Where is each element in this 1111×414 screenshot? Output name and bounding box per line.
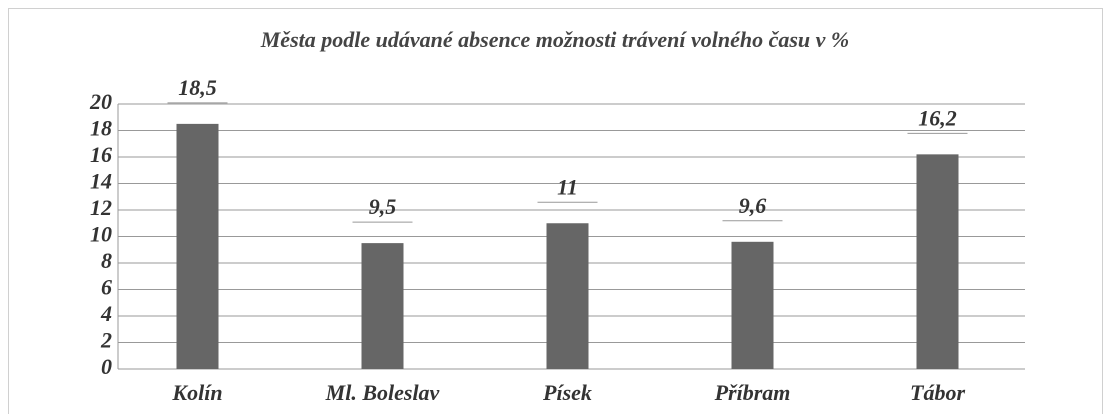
y-tick-label: 4 [100,301,112,326]
value-label: 18,5 [178,75,217,100]
x-tick-label: Příbram [714,380,791,405]
bar [361,243,404,369]
value-label: 9,6 [739,193,767,218]
y-tick-label: 12 [90,195,112,220]
y-tick-label: 18 [90,116,112,141]
chart-title: Města podle udávané absence možnosti trá… [260,27,849,52]
value-label: 9,5 [369,194,397,219]
y-tick-label: 10 [90,222,112,247]
value-label: 11 [557,174,578,199]
y-tick-label: 6 [101,275,112,300]
x-tick-label: Ml. Boleslav [325,380,440,405]
x-tick-label: Tábor [910,380,965,405]
value-label: 16,2 [918,105,957,130]
y-tick-label: 2 [100,328,112,353]
bar [176,123,219,369]
bar [546,223,589,369]
x-tick-label: Písek [542,380,592,405]
bar [731,241,774,369]
y-tick-label: 8 [101,248,112,273]
x-tick-label: Kolín [171,380,222,405]
y-tick-label: 16 [90,142,112,167]
y-tick-label: 14 [90,169,112,194]
chart-border [8,8,1103,414]
y-tick-label: 0 [101,354,112,379]
y-tick-label: 20 [89,89,112,114]
bar [916,154,959,369]
